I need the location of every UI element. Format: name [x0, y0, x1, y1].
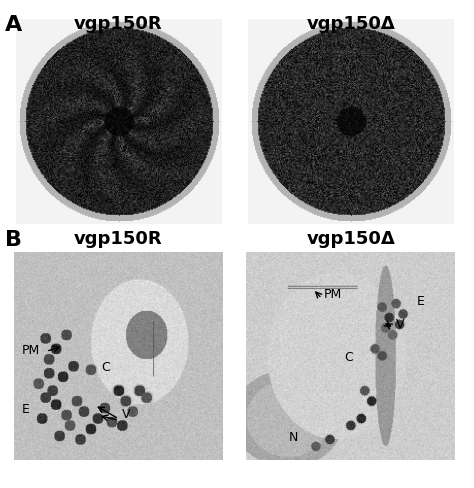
Text: PM: PM	[21, 343, 40, 356]
Text: B: B	[5, 229, 22, 249]
Text: vgp150R: vgp150R	[74, 15, 163, 33]
Text: V: V	[122, 407, 131, 421]
Text: E: E	[417, 295, 425, 307]
Text: vgp150Δ: vgp150Δ	[306, 15, 395, 33]
Text: vgp150R: vgp150R	[74, 229, 163, 247]
Text: N: N	[289, 430, 298, 443]
Text: E: E	[21, 402, 29, 415]
Text: vgp150Δ: vgp150Δ	[306, 229, 395, 247]
Text: C: C	[101, 361, 110, 373]
Text: A: A	[5, 15, 22, 35]
Text: V: V	[396, 318, 405, 330]
Text: C: C	[344, 350, 353, 363]
Text: PM: PM	[323, 287, 342, 301]
